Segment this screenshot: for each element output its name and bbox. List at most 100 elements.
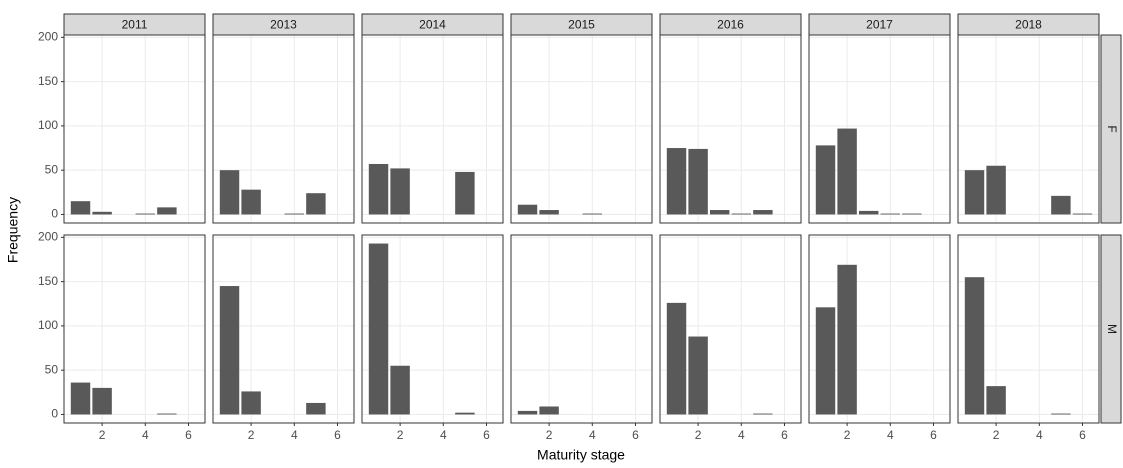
bar [306, 193, 326, 215]
bar [666, 302, 687, 415]
bar [539, 210, 559, 215]
column-strip-label: 2011 [122, 18, 148, 32]
column-strip-label: 2015 [568, 18, 595, 32]
bar [135, 213, 156, 215]
x-tick-label: 2 [695, 428, 702, 442]
panel-border [808, 34, 951, 224]
bar [1072, 213, 1093, 215]
x-tick-label: 6 [930, 428, 937, 442]
panel-border [510, 234, 653, 424]
x-tick-label: 2 [397, 428, 404, 442]
bar [880, 213, 901, 215]
x-axis-title: Maturity stage [537, 447, 625, 463]
bar [666, 148, 687, 215]
y-tick-label: 100 [38, 318, 58, 332]
bar [70, 201, 91, 215]
bar [306, 402, 326, 415]
panel-border [63, 234, 206, 424]
bar [731, 213, 752, 215]
x-tick-label: 6 [632, 428, 639, 442]
bar [709, 210, 730, 215]
x-tick-label: 2 [546, 428, 553, 442]
x-tick-label: 2 [844, 428, 851, 442]
bar [390, 168, 410, 215]
bar [837, 264, 857, 415]
y-tick-label: 50 [45, 162, 59, 176]
panel-border [510, 34, 653, 224]
column-strip-label: 2018 [1015, 18, 1042, 32]
x-tick-label: 4 [142, 428, 149, 442]
bar [92, 211, 112, 215]
x-tick-label: 6 [483, 428, 490, 442]
bar [1051, 413, 1071, 415]
bar [70, 382, 91, 415]
bar [368, 163, 389, 215]
column-strip-label: 2017 [866, 18, 893, 32]
y-tick-label: 100 [38, 118, 58, 132]
panel-border [63, 34, 206, 224]
x-tick-label: 6 [1079, 428, 1086, 442]
panel-border [361, 234, 504, 424]
column-strip-label: 2016 [717, 18, 744, 32]
y-tick-label: 50 [45, 362, 59, 376]
y-tick-label: 0 [51, 207, 58, 221]
panel-border [212, 234, 355, 424]
bar [517, 204, 538, 215]
row-strip-label: F [1105, 125, 1119, 132]
bar [986, 386, 1006, 415]
bar [858, 210, 879, 215]
bar [157, 413, 177, 415]
panel-border [659, 34, 802, 224]
bar [837, 128, 857, 215]
panel-border [808, 234, 951, 424]
bar [539, 406, 559, 415]
bar [582, 213, 603, 215]
bar [219, 170, 240, 215]
y-tick-label: 200 [38, 230, 58, 244]
bar [455, 412, 475, 415]
panel [64, 35, 205, 223]
panel-border [212, 34, 355, 224]
panel-border [361, 34, 504, 224]
panel [511, 35, 652, 223]
strip [1100, 234, 1122, 424]
bar [92, 387, 112, 415]
bar [157, 207, 177, 215]
bar [986, 165, 1006, 215]
bar [964, 170, 985, 215]
bar [368, 243, 389, 415]
column-strip-label: 2013 [270, 18, 297, 32]
bar [688, 336, 708, 415]
x-tick-label: 4 [738, 428, 745, 442]
bar [902, 213, 922, 215]
x-tick-label: 4 [291, 428, 298, 442]
bar [390, 365, 410, 415]
x-tick-label: 4 [440, 428, 447, 442]
x-tick-label: 2 [993, 428, 1000, 442]
x-tick-label: 6 [185, 428, 192, 442]
bar [964, 277, 985, 415]
bar [815, 307, 836, 415]
panel-border [957, 234, 1100, 424]
x-tick-label: 4 [1036, 428, 1043, 442]
y-tick-label: 150 [38, 274, 58, 288]
panel-border [957, 34, 1100, 224]
strip [1100, 34, 1122, 224]
bar [241, 189, 261, 215]
bar [1051, 195, 1071, 215]
bar [219, 286, 240, 415]
x-tick-label: 2 [99, 428, 106, 442]
x-tick-label: 6 [781, 428, 788, 442]
bar [455, 171, 475, 215]
panel [511, 235, 652, 423]
bar [753, 413, 773, 415]
y-tick-label: 0 [51, 407, 58, 421]
bar [753, 210, 773, 215]
bar [284, 213, 305, 215]
bar [815, 145, 836, 215]
x-tick-label: 4 [589, 428, 596, 442]
x-tick-label: 4 [887, 428, 894, 442]
column-strip-label: 2014 [419, 18, 446, 32]
row-strip-label: M [1105, 324, 1119, 334]
